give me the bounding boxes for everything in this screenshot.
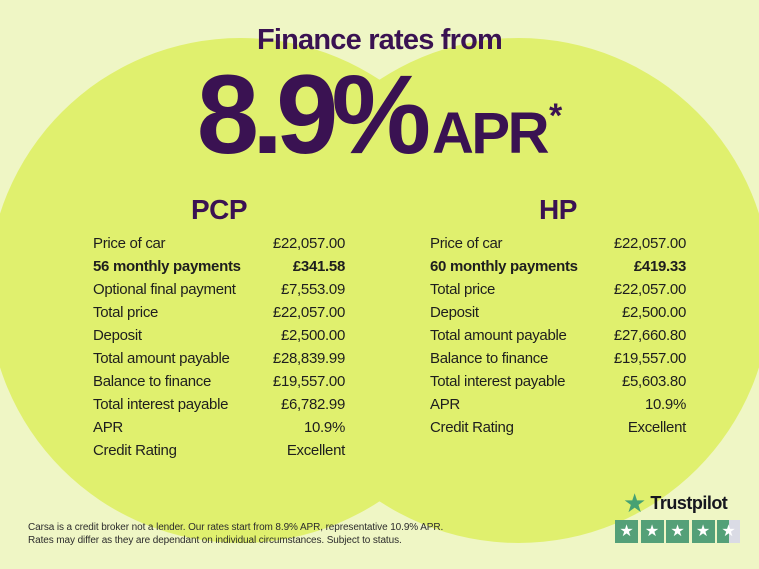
table-row: Credit Rating Excellent [430, 416, 686, 439]
star-box: ★ [666, 520, 689, 543]
trustpilot-badge[interactable]: ★ Trustpilot ★ ★ ★ ★ ★ [612, 488, 752, 543]
row-label: Credit Rating [93, 442, 177, 459]
table-row: Total price £22,057.00 [430, 278, 686, 301]
disclaimer-line-2: Rates may differ as they are dependant o… [28, 535, 402, 546]
table-row: Total interest payable £6,782.99 [93, 393, 345, 416]
table-rows: Price of car £22,057.00 60 monthly payment… [430, 232, 686, 439]
row-label: Deposit [430, 304, 479, 321]
row-label: Total interest payable [430, 373, 566, 390]
row-label: Total interest payable [93, 396, 229, 413]
row-label: APR [430, 396, 460, 413]
headline-rate: 8.9% APR * [0, 59, 759, 171]
row-label: Total price [430, 281, 496, 298]
disclaimer: Carsa is a credit broker not a lender. O… [28, 521, 458, 547]
trustpilot-logo: ★ Trustpilot [623, 488, 752, 518]
pcp-table: PCP Price of car £22,057.00 56 monthly pay… [93, 194, 345, 462]
row-value: £419.33 [633, 258, 686, 275]
rate-value: 8.9% [196, 52, 431, 177]
table-row: Deposit £2,500.00 [93, 324, 345, 347]
table-row: Total amount payable £27,660.80 [430, 324, 686, 347]
row-label: Total amount payable [93, 350, 230, 367]
table-row: Balance to finance £19,557.00 [93, 370, 345, 393]
hp-table: HP Price of car £22,057.00 60 monthly paym… [430, 194, 686, 439]
table-row: APR 10.9% [430, 393, 686, 416]
row-value: £2,500.00 [280, 327, 345, 344]
star-icon: ★ [721, 523, 736, 540]
star-icon: ★ [619, 523, 634, 540]
table-row: Total amount payable £28,839.99 [93, 347, 345, 370]
rate-asterisk: * [549, 97, 563, 135]
row-value: £22,057.00 [272, 235, 345, 252]
star-icon: ★ [695, 523, 711, 540]
row-label: Optional final payment [93, 281, 236, 298]
row-value: £28,839.99 [272, 350, 345, 367]
table-row: Deposit £2,500.00 [430, 301, 686, 324]
row-label: 60 monthly payments [430, 258, 578, 275]
table-title: HP [539, 194, 577, 225]
star-box: ★ [615, 520, 638, 543]
row-value: £5,603.80 [621, 373, 686, 390]
row-value: £2,500.00 [621, 304, 686, 321]
table-row: 60 monthly payments £419.33 [430, 255, 686, 278]
table-row: 56 monthly payments £341.58 [93, 255, 345, 278]
trustpilot-brand: Trustpilot [650, 492, 728, 513]
row-value: 10.9% [303, 419, 345, 436]
decorative-circle-right [266, 38, 759, 543]
table-row: Balance to finance £19,557.00 [430, 347, 686, 370]
row-value: Excellent [627, 419, 686, 436]
table-row: Optional final payment £7,553.09 [93, 278, 345, 301]
table-row: Price of car £22,057.00 [93, 232, 345, 255]
row-label: Total price [93, 304, 159, 321]
row-label: Price of car [430, 235, 503, 252]
row-label: Balance to finance [93, 373, 212, 390]
row-value: £19,557.00 [613, 350, 686, 367]
table-row: Total price £22,057.00 [93, 301, 345, 324]
table-title: PCP [190, 194, 248, 225]
star-icon: ★ [644, 523, 660, 540]
table-row: Price of car £22,057.00 [430, 232, 686, 255]
row-label: Deposit [93, 327, 142, 344]
star-box: ★ [717, 520, 740, 543]
row-value: 10.9% [644, 396, 686, 413]
row-label: 56 monthly payments [93, 258, 241, 275]
row-label: APR [93, 419, 123, 436]
row-label: Credit Rating [430, 419, 514, 436]
table-row: Total interest payable £5,603.80 [430, 370, 686, 393]
row-value: £19,557.00 [272, 373, 345, 390]
star-box: ★ [691, 520, 715, 543]
row-value: Excellent [286, 442, 345, 459]
row-value: £22,057.00 [272, 304, 345, 321]
table-rows: Price of car £22,057.00 56 monthly payment… [93, 232, 345, 462]
row-value: £7,553.09 [280, 281, 345, 298]
row-value: £22,057.00 [613, 281, 686, 298]
banner-title: Finance rates from [256, 24, 503, 56]
table-row: Credit Rating Excellent [93, 439, 345, 462]
disclaimer-line-1: Carsa is a credit broker not a lender. O… [28, 522, 444, 533]
row-label: Price of car [93, 235, 166, 252]
row-value: £22,057.00 [613, 235, 686, 252]
row-value: £27,660.80 [613, 327, 686, 344]
trustpilot-star-icon: ★ [623, 488, 647, 518]
row-label: Total amount payable [430, 327, 567, 344]
star-icon: ★ [670, 523, 685, 540]
row-label: Balance to finance [430, 350, 549, 367]
trustpilot-stars: ★ ★ ★ ★ ★ [615, 520, 752, 543]
table-row: APR 10.9% [93, 416, 345, 439]
rate-unit: APR [432, 101, 549, 166]
row-value: £6,782.99 [280, 396, 345, 413]
star-box: ★ [640, 520, 664, 543]
row-value: £341.58 [292, 258, 345, 275]
